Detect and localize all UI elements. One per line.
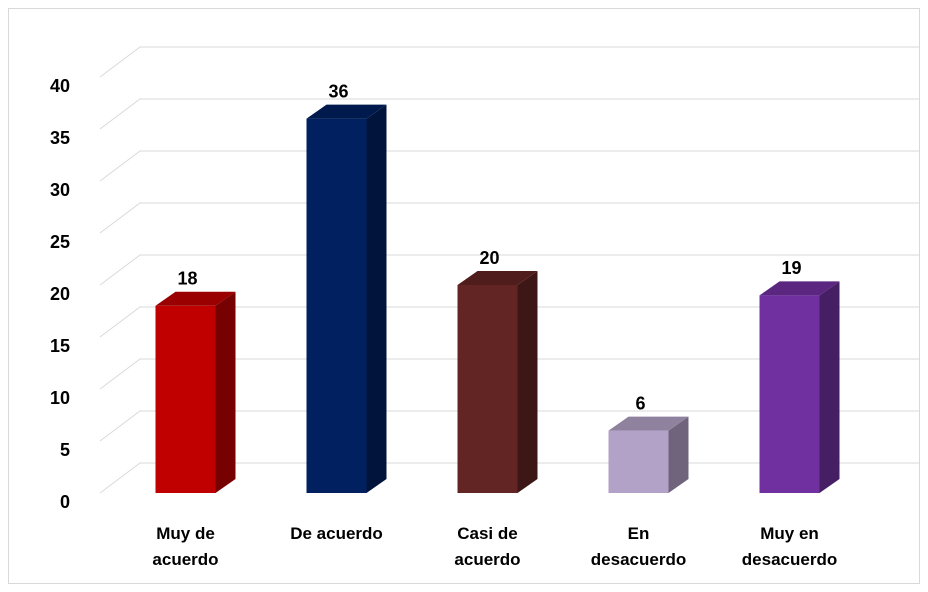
bar-top [306, 104, 387, 119]
bar-front [306, 118, 367, 493]
grid-line [99, 202, 920, 234]
grid-line [99, 358, 920, 390]
y-tick-label: 30 [50, 180, 70, 200]
grid-line [99, 254, 920, 286]
x-tick-label: Muy en desacuerdo [741, 524, 838, 569]
bar-side [366, 104, 387, 493]
y-tick-label: 15 [50, 336, 70, 356]
bar-side [215, 291, 236, 493]
y-tick-label: 20 [50, 284, 70, 304]
bar-top [759, 281, 840, 296]
grid-line [99, 306, 920, 338]
bar [759, 281, 840, 493]
y-tick-label: 10 [50, 388, 70, 408]
y-tick-label: 35 [50, 128, 70, 148]
grid-line [99, 98, 920, 130]
bar [155, 291, 236, 493]
grid-line [99, 150, 920, 182]
value-label: 36 [328, 81, 348, 101]
bar-front [759, 295, 820, 493]
grid-line [99, 46, 920, 78]
y-tick-label: 40 [50, 76, 70, 96]
bar [306, 104, 387, 493]
x-tick-label: De acuerdo [290, 524, 383, 543]
y-tick-label: 5 [60, 440, 70, 460]
bar-top [457, 271, 538, 285]
value-label: 19 [781, 258, 801, 278]
bar [608, 416, 689, 493]
bar-side [668, 416, 689, 493]
bar [457, 271, 538, 493]
bar-front [155, 305, 216, 493]
y-tick-label: 0 [60, 492, 70, 512]
x-tick-label: En desacuerdo [590, 524, 687, 569]
value-label: 20 [479, 248, 499, 268]
x-tick-label: Muy de acuerdo [152, 524, 219, 569]
grid-line [99, 410, 920, 442]
bar-top [608, 416, 689, 431]
x-tick-label: Casi de acuerdo [454, 524, 521, 569]
y-tick-label: 25 [50, 232, 70, 252]
value-label: 18 [177, 269, 197, 289]
bar-side [517, 271, 538, 493]
bar-front [457, 285, 518, 493]
bar-top [155, 291, 236, 306]
value-label: 6 [635, 393, 645, 413]
bar-side [819, 281, 840, 493]
bar-front [608, 430, 669, 493]
